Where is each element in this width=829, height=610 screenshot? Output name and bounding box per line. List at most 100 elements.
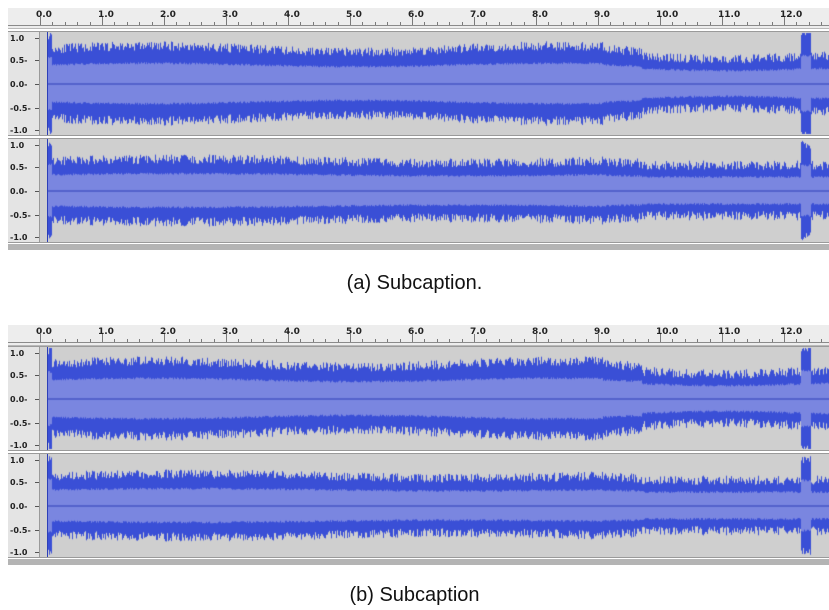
ruler-major-tick [350, 17, 351, 25]
amplitude-label: 0.5- [10, 478, 28, 487]
amplitude-tick [35, 84, 39, 85]
waveform-left[interactable] [48, 32, 829, 135]
amplitude-tick [35, 460, 39, 461]
playback-start-marker [47, 454, 48, 557]
ruler-minor-tick [52, 22, 54, 25]
track-left-channel[interactable]: 1.0 0.5- 0.0- -0.5- -1.0 [8, 31, 829, 136]
track-right-channel[interactable]: 1.0 0.5- 0.0- -0.5- -1.0 [8, 138, 829, 243]
ruler-minor-tick [610, 22, 612, 25]
ruler-minor-tick [188, 22, 190, 25]
caption-a: (a) Subcaption. [346, 272, 483, 294]
ruler-minor-tick [709, 22, 711, 25]
ruler-minor-tick [176, 22, 178, 25]
ruler-minor-tick [374, 22, 376, 25]
ruler-minor-tick [263, 22, 265, 25]
track-scroll-bar[interactable] [8, 244, 829, 250]
ruler-minor-tick [647, 22, 649, 25]
ruler-minor-tick [387, 22, 389, 25]
amplitude-ruler: 1.0 0.5- 0.0- -0.5- -1.0 [8, 454, 40, 557]
ruler-major-tick [660, 17, 661, 25]
waveform-right[interactable] [48, 454, 829, 557]
ruler-major-tick [164, 334, 165, 342]
ruler-minor-tick [151, 339, 153, 342]
ruler-minor-tick [139, 339, 141, 342]
ruler-minor-tick [250, 339, 252, 342]
track-right-channel[interactable]: 1.0 0.5- 0.0- -0.5- -1.0 [8, 453, 829, 558]
ruler-baseline [8, 342, 829, 343]
ruler-minor-tick [126, 22, 128, 25]
ruler-major-tick [102, 17, 103, 25]
waveform-right[interactable] [48, 139, 829, 242]
ruler-minor-tick [709, 339, 711, 342]
amplitude-label: 0.5- [10, 163, 28, 172]
ruler-major-tick [412, 17, 413, 25]
ruler-minor-tick [337, 22, 339, 25]
amplitude-tick [35, 506, 39, 507]
ruler-minor-tick [746, 22, 748, 25]
caption-b: (b) Subcaption [349, 584, 480, 606]
ruler-minor-tick [151, 22, 153, 25]
ruler-major-tick [40, 17, 41, 25]
ruler-label: 8.0 [532, 327, 548, 337]
amplitude-tick [35, 145, 39, 146]
ruler-minor-tick [188, 339, 190, 342]
ruler-minor-tick [399, 339, 401, 342]
ruler-minor-tick [238, 339, 240, 342]
ruler-minor-tick [362, 22, 364, 25]
ruler-label: 1.0 [98, 327, 114, 337]
ruler-minor-tick [176, 339, 178, 342]
ruler-minor-tick [511, 22, 513, 25]
amplitude-tick [35, 215, 39, 216]
ruler-minor-tick [263, 339, 265, 342]
ruler-baseline [8, 25, 829, 26]
ruler-minor-tick [312, 22, 314, 25]
ruler-minor-tick [498, 339, 500, 342]
ruler-major-tick [722, 334, 723, 342]
ruler-label: 0.0 [36, 327, 52, 337]
audio-panel-b: 0.0 1.0 2.0 3.0 4.0 5.0 6.0 7.0 8.0 9.0 10.0 11.0 12… [8, 325, 829, 569]
ruler-label: 12.0 [780, 327, 803, 337]
ruler-label: 11.0 [718, 327, 741, 337]
ruler-minor-tick [684, 22, 686, 25]
ruler-minor-tick [821, 339, 823, 342]
ruler-minor-tick [52, 339, 54, 342]
amplitude-label: 1.0 [10, 349, 25, 358]
amplitude-tick [35, 108, 39, 109]
amplitude-label: 0.0- [10, 80, 28, 89]
amplitude-label: -1.0 [10, 233, 28, 242]
amplitude-ruler: 1.0 0.5- 0.0- -0.5- -1.0 [8, 347, 40, 450]
ruler-minor-tick [771, 22, 773, 25]
ruler-minor-tick [275, 22, 277, 25]
ruler-minor-tick [250, 22, 252, 25]
ruler-label: 11.0 [718, 10, 741, 20]
ruler-minor-tick [461, 22, 463, 25]
ruler-minor-tick [89, 22, 91, 25]
ruler-minor-tick [808, 22, 810, 25]
ruler-minor-tick [126, 339, 128, 342]
ruler-minor-tick [523, 339, 525, 342]
ruler-label: 4.0 [284, 327, 300, 337]
ruler-major-tick [784, 17, 785, 25]
ruler-minor-tick [325, 339, 327, 342]
amplitude-tick [35, 552, 39, 553]
ruler-label: 1.0 [98, 10, 114, 20]
ruler-minor-tick [300, 339, 302, 342]
ruler-minor-tick [114, 339, 116, 342]
time-ruler[interactable]: 0.0 1.0 2.0 3.0 4.0 5.0 6.0 7.0 8.0 9.0 10.0 11.0 12… [8, 325, 829, 346]
ruler-minor-tick [759, 339, 761, 342]
ruler-major-tick [412, 334, 413, 342]
ruler-minor-tick [635, 22, 637, 25]
track-left-channel[interactable]: 1.0 0.5- 0.0- -0.5- -1.0 [8, 346, 829, 451]
amplitude-tick [35, 191, 39, 192]
ruler-major-tick [288, 334, 289, 342]
ruler-minor-tick [312, 339, 314, 342]
amplitude-label: 0.0- [10, 395, 28, 404]
time-ruler[interactable]: 0.0 1.0 2.0 3.0 4.0 5.0 6.0 7.0 8.0 9.0 10.0 11.0 12… [8, 8, 829, 29]
waveform-left[interactable] [48, 347, 829, 450]
ruler-minor-tick [77, 339, 79, 342]
amplitude-tick [35, 445, 39, 446]
ruler-major-tick [474, 17, 475, 25]
track-scroll-bar[interactable] [8, 559, 829, 565]
ruler-minor-tick [325, 22, 327, 25]
ruler-major-tick [722, 17, 723, 25]
